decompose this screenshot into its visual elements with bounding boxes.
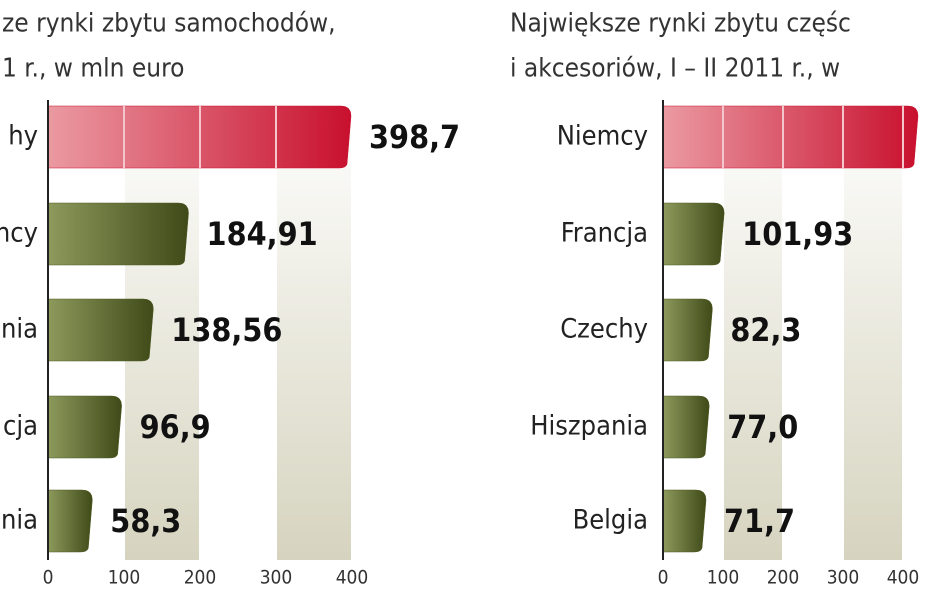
bar — [662, 489, 707, 553]
x-tick-label: 400 — [887, 567, 920, 589]
x-tick-label: 400 — [336, 567, 369, 589]
x-tick-label: 100 — [707, 567, 740, 589]
x-tick-label: 300 — [827, 567, 860, 589]
bar — [662, 395, 710, 459]
category-label: Niemcy — [557, 121, 648, 152]
category-label: nia — [1, 314, 38, 345]
column-shade — [276, 100, 352, 560]
value-label: 82,3 — [730, 311, 801, 349]
value-label: 101,93 — [742, 215, 853, 253]
x-tick-label: 200 — [767, 567, 800, 589]
category-label: Hiszpania — [530, 411, 648, 442]
category-label: Belgia — [573, 505, 648, 536]
x-tick-label: 300 — [260, 567, 293, 589]
value-label: 58,3 — [110, 502, 181, 540]
column-shade — [843, 100, 903, 560]
bar — [47, 202, 189, 266]
x-tick-label: 200 — [184, 567, 217, 589]
chart-title: Największe rynki zbytu częśc — [510, 9, 851, 39]
value-label: 71,7 — [724, 502, 795, 540]
bar — [47, 395, 122, 459]
chart-title: ze rynki zbytu samochodów, — [2, 9, 336, 39]
bar — [662, 202, 725, 266]
bar — [662, 105, 919, 169]
x-tick-label: 0 — [658, 567, 669, 589]
bar — [662, 298, 713, 362]
chart-title: i akcesoriów, I – II 2011 r., w — [510, 54, 840, 84]
category-label: nia — [1, 505, 38, 536]
category-label: ncy — [0, 218, 38, 249]
category-label: Czechy — [560, 314, 648, 345]
category-label: Francja — [561, 218, 648, 249]
x-tick-label: 100 — [108, 567, 141, 589]
category-label: hy — [8, 121, 38, 152]
chart-title: 1 r., w mln euro — [2, 54, 184, 84]
category-label: cja — [3, 411, 38, 442]
value-label: 96,9 — [140, 408, 211, 446]
x-tick-label: 0 — [43, 567, 54, 589]
value-label: 77,0 — [727, 408, 798, 446]
value-label: 138,56 — [171, 311, 282, 349]
bar — [47, 298, 154, 362]
value-label: 398,7 — [369, 118, 460, 156]
value-label: 184,91 — [207, 215, 318, 253]
bar — [47, 489, 93, 553]
column-shade — [723, 100, 783, 560]
